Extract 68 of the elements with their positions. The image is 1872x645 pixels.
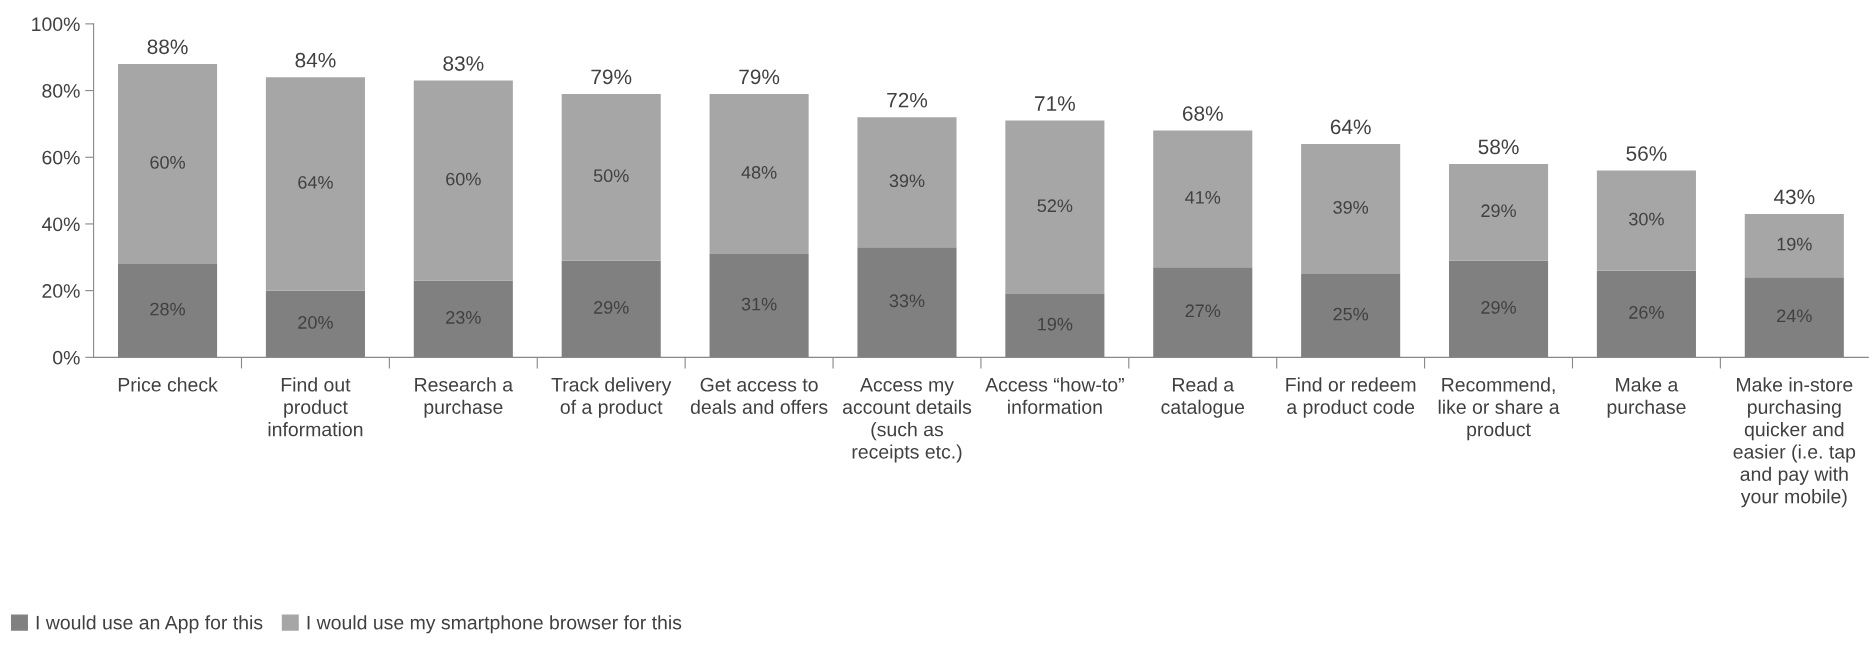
bar (561, 93, 661, 261)
total-label: 56% (1626, 146, 1667, 161)
total-label: 79% (591, 69, 632, 85)
x-tick-label: Read a catalogue (1161, 377, 1245, 418)
bar (413, 80, 513, 281)
x-tick-label: Make in-store purchasing quicker and easier (i.e. tap and pay with your mobile) (1733, 377, 1856, 508)
data-label: 27% (1185, 304, 1221, 318)
y-tick-label: 20% (42, 284, 80, 298)
data-label: 33% (889, 294, 925, 308)
legend-label: I would use my smartphone browser for this (307, 615, 682, 634)
total-label: 64% (1330, 119, 1371, 135)
data-label: 50% (593, 169, 629, 183)
total-label: 84% (295, 52, 336, 68)
x-tick-label: Access my account details (such as receipts etc.) (842, 378, 972, 463)
y-tick-label: 100% (32, 17, 80, 32)
total-label: 71% (1035, 96, 1075, 111)
data-label: 30% (1629, 212, 1664, 226)
data-label: 64% (298, 175, 333, 189)
data-label: 39% (1333, 201, 1369, 214)
x-tick-label: Access “how-to” information (985, 377, 1124, 414)
data-label: 24% (1777, 309, 1812, 323)
data-label: 60% (446, 172, 481, 186)
data-label: 29% (594, 301, 629, 314)
y-tick-label: 0% (53, 350, 80, 365)
data-label: 60% (150, 155, 185, 169)
data-label: 31% (741, 297, 777, 311)
bar (1448, 163, 1549, 261)
total-label: 88% (147, 39, 188, 55)
data-label: 29% (1481, 301, 1516, 314)
data-label: 19% (1038, 317, 1073, 331)
y-tick-label: 80% (42, 84, 80, 98)
data-label: 41% (1185, 191, 1221, 204)
data-label: 25% (1333, 307, 1369, 321)
x-tick-label: Find out product information (268, 377, 363, 437)
total-label: 72% (887, 92, 928, 108)
x-tick-label: Research a purchase (415, 377, 514, 418)
bar (1596, 170, 1696, 271)
x-tick-label: Price check (118, 377, 218, 392)
total-label: 79% (739, 69, 780, 85)
data-label: 29% (1481, 204, 1516, 218)
x-tick-label: Get access to deals and offers (690, 377, 828, 414)
data-label: 23% (446, 311, 481, 324)
total-label: 68% (1182, 106, 1223, 121)
bar (1744, 213, 1844, 278)
total-label: 43% (1773, 189, 1815, 205)
data-label: 39% (889, 174, 925, 188)
y-tick-label: 40% (41, 217, 80, 232)
x-tick-label: Find or redeem a product code (1286, 377, 1416, 418)
x-tick-label: Make a purchase (1607, 377, 1686, 418)
bar (1005, 120, 1105, 294)
bar (118, 63, 218, 264)
bar (265, 77, 365, 291)
bar (1301, 143, 1401, 274)
x-tick-label: Recommend, like or share a product (1438, 377, 1560, 441)
data-label: 28% (150, 302, 185, 316)
data-label: 20% (298, 316, 333, 329)
data-label: 26% (1629, 306, 1664, 319)
bar (709, 93, 809, 254)
data-label: 52% (1037, 199, 1073, 213)
total-label: 58% (1478, 139, 1519, 155)
legend-label: I would use an App for this (36, 615, 263, 634)
data-label: 48% (741, 165, 777, 179)
data-label: 19% (1777, 237, 1812, 251)
y-tick-label: 60% (42, 150, 80, 165)
bar (857, 117, 957, 248)
x-tick-label: Track delivery of a product (551, 377, 672, 418)
bar (1153, 130, 1253, 268)
total-label: 83% (443, 56, 484, 71)
